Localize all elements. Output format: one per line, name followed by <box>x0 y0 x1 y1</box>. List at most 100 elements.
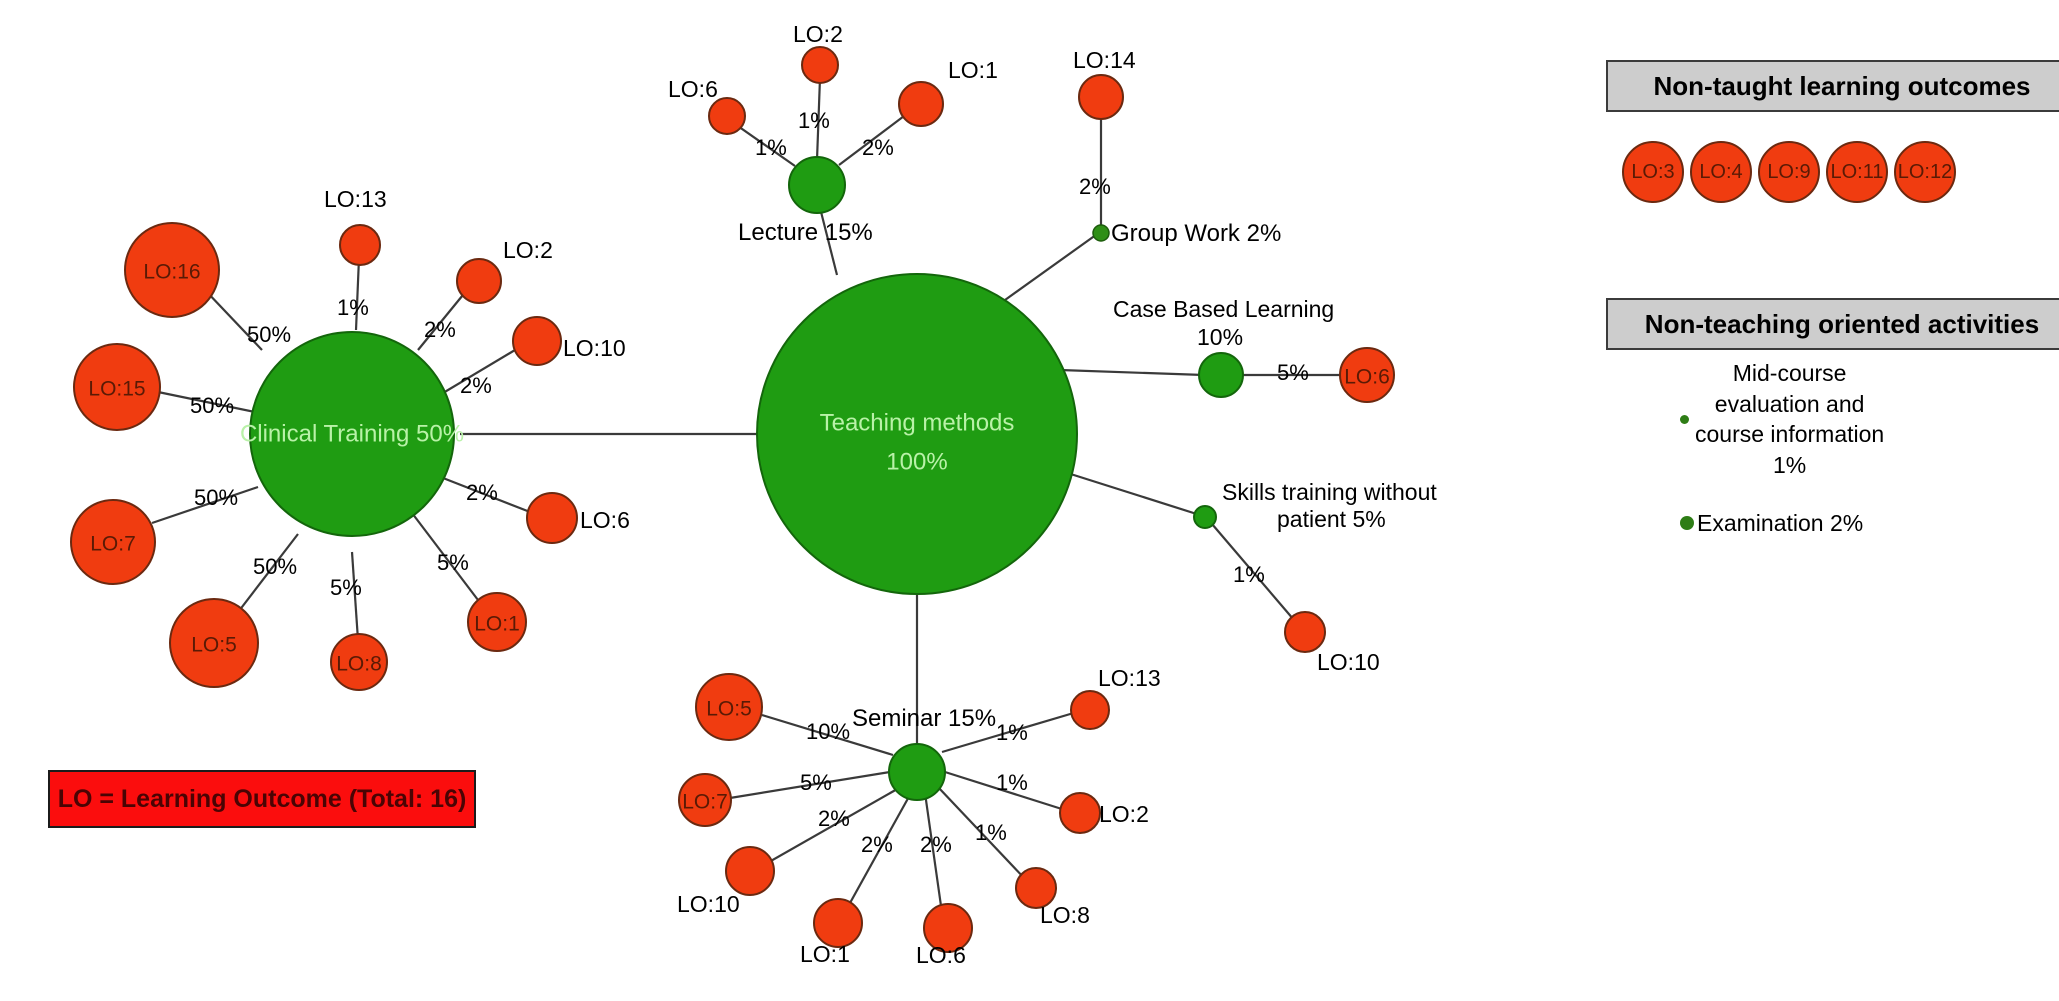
lo-label-cbl-lo6: LO:6 <box>1344 366 1390 389</box>
seminar-edges <box>729 710 1078 921</box>
seminar-label: Seminar 15% <box>852 705 996 732</box>
edge-seminar-lo5 <box>761 713 894 757</box>
lo-node-seminar-lo2[interactable] <box>1059 792 1101 834</box>
edge-weight-clinical-lo16: 50% <box>247 322 291 347</box>
edge-seminar-lo13 <box>941 710 1078 754</box>
lo-label-clinical-lo2: LO:2 <box>503 237 553 263</box>
node-seminar[interactable]: Seminar 15% <box>852 705 996 801</box>
lo-node-clinical-lo8[interactable] <box>330 633 388 691</box>
clinical-edges <box>151 257 531 641</box>
edge-weight-seminar-lo8: 1% <box>975 820 1007 845</box>
lo-node-clinical-lo2[interactable] <box>456 258 502 304</box>
green-bullet-icon <box>1680 414 1689 424</box>
lo-node-clinical-lo5[interactable] <box>169 598 259 688</box>
edge-seminar-lo7 <box>729 770 891 800</box>
node-skills-training[interactable]: Skills training without patient 5% <box>1193 479 1437 532</box>
clinical-training-circle[interactable] <box>249 331 455 537</box>
edge-weight-groupwork-lo14: 2% <box>1079 174 1111 199</box>
node-lecture[interactable]: Lecture 15% <box>738 156 873 246</box>
green-bullet-icon <box>1680 516 1694 531</box>
edge-weight-seminar-lo13: 1% <box>996 720 1028 745</box>
cbl-leaves: LO:6 5% <box>1277 347 1395 403</box>
node-case-based-learning[interactable]: Case Based Learning 10% <box>1113 296 1334 398</box>
lo-label-clinical-lo6: LO:6 <box>580 507 630 533</box>
case-based-learning-label-line1: Case Based Learning <box>1113 296 1334 322</box>
edge-weight-skills-lo10: 1% <box>1233 562 1265 587</box>
lo-legend-box: LO = Learning Outcome (Total: 16) <box>48 770 476 828</box>
lo-node-nontaught-lo9[interactable]: LO:9 <box>1758 141 1820 203</box>
lo-label-clinical-lo16: LO:16 <box>143 261 200 284</box>
lecture-circle[interactable] <box>788 156 846 214</box>
skills-training-label-line1: Skills training without <box>1222 479 1437 505</box>
clinical-leaves: LO:16 50% LO:13 1% LO:2 2% LO:15 50% LO:… <box>70 186 630 691</box>
lo-label-seminar-lo1: LO:1 <box>800 941 850 967</box>
lo-node-nontaught-lo11[interactable]: LO:11 <box>1826 141 1888 203</box>
lo-node-lecture-lo6[interactable] <box>708 97 746 135</box>
lo-node-seminar-lo10[interactable] <box>725 846 775 896</box>
lo-node-clinical-lo10[interactable] <box>512 316 562 366</box>
lo-label-seminar-lo8: LO:8 <box>1040 902 1090 928</box>
edge-weight-cbl-lo6: 5% <box>1277 360 1309 385</box>
lo-label-clinical-lo15: LO:15 <box>88 378 145 401</box>
seminar-leaves: LO:5 10% LO:13 1% LO:7 5% LO:2 1% LO:10 … <box>677 665 1161 968</box>
lo-node-groupwork-lo14[interactable] <box>1078 74 1124 120</box>
lo-node-clinical-lo7[interactable] <box>70 499 156 585</box>
panel-non-taught-title: Non-taught learning outcomes <box>1653 70 2031 101</box>
lo-label-seminar-lo5: LO:5 <box>706 698 752 721</box>
lo-node-seminar-lo7[interactable] <box>678 773 732 827</box>
lo-node-nontaught-lo3[interactable]: LO:3 <box>1622 141 1684 203</box>
lo-node-clinical-lo6[interactable] <box>526 492 578 544</box>
lo-node-seminar-lo8[interactable] <box>1015 867 1057 909</box>
lo-node-nontaught-lo12[interactable]: LO:12 <box>1894 141 1956 203</box>
edge-weight-clinical-lo8: 5% <box>330 575 362 600</box>
lo-label-skills-lo10: LO:10 <box>1317 649 1380 675</box>
node-group-work[interactable]: Group Work 2% <box>1092 220 1281 247</box>
groupwork-leaves: LO:14 2% <box>1073 47 1136 199</box>
edge-clinical-lo5 <box>231 533 299 621</box>
lo-node-seminar-lo6[interactable] <box>923 903 973 953</box>
skills-leaves: LO:10 1% <box>1233 562 1380 675</box>
lo-node-clinical-lo16[interactable] <box>124 222 220 318</box>
edge-weight-clinical-lo15: 50% <box>190 393 234 418</box>
lo-node-cbl-lo6[interactable] <box>1339 347 1395 403</box>
lo-label-seminar-lo10: LO:10 <box>677 891 740 917</box>
edge-clinical-lo8 <box>350 551 360 641</box>
node-clinical-training[interactable]: Clinical Training 50% <box>240 331 464 537</box>
group-work-circle[interactable] <box>1092 224 1110 242</box>
seminar-circle[interactable] <box>888 743 946 801</box>
lo-node-clinical-lo13[interactable] <box>339 224 381 266</box>
lo-label-clinical-lo13: LO:13 <box>324 186 387 212</box>
lo-node-nontaught-lo4[interactable]: LO:4 <box>1690 141 1752 203</box>
non-taught-lo-list: LO:3 LO:4 LO:9 LO:11 LO:12 <box>1606 140 2059 204</box>
lo-node-clinical-lo15[interactable] <box>73 343 161 431</box>
edge-skills-lo10 <box>1211 523 1295 621</box>
lo-label-clinical-lo1: LO:1 <box>474 613 520 636</box>
lo-label-seminar-lo13: LO:13 <box>1098 665 1161 691</box>
lo-node-seminar-lo13[interactable] <box>1070 690 1110 730</box>
lo-node-lecture-lo1[interactable] <box>898 81 944 127</box>
panel-non-teaching-title: Non-teaching oriented activities <box>1644 308 2040 339</box>
edge-root-cbl <box>1059 368 1205 377</box>
case-based-learning-circle[interactable] <box>1198 352 1244 398</box>
edge-weight-seminar-lo1: 2% <box>861 832 893 857</box>
skills-training-label-line2: patient 5% <box>1277 506 1386 532</box>
edge-clinical-lo10 <box>442 349 516 394</box>
lo-node-clinical-lo1[interactable] <box>467 592 527 652</box>
edge-weight-seminar-lo10: 2% <box>818 806 850 831</box>
lo-node-lecture-lo2[interactable] <box>801 46 839 84</box>
lo-node-skills-lo10[interactable] <box>1284 611 1326 653</box>
panel-non-teaching-oriented-activities: Non-teaching oriented activities <box>1606 298 2059 350</box>
activity-mid-course-evaluation: Mid-course evaluation and course informa… <box>1680 358 2010 480</box>
edge-weight-clinical-lo1: 5% <box>437 550 469 575</box>
lo-node-seminar-lo5[interactable] <box>695 673 763 741</box>
teaching-methods-circle[interactable] <box>756 273 1078 595</box>
edge-weight-seminar-lo5: 10% <box>806 719 850 744</box>
edge-weight-lecture-lo6: 1% <box>755 135 787 160</box>
skills-training-circle[interactable] <box>1193 505 1217 529</box>
lo-node-seminar-lo1[interactable] <box>813 898 863 948</box>
node-teaching-methods[interactable]: Teaching methods 100% <box>756 273 1078 595</box>
activity-mid-line3: course information <box>1695 421 1885 448</box>
edge-weight-lecture-lo2: 1% <box>798 108 830 133</box>
edge-root-skills <box>1057 468 1204 518</box>
lecture-leaves: LO:6 1% LO:2 1% LO:1 2% <box>668 21 998 160</box>
